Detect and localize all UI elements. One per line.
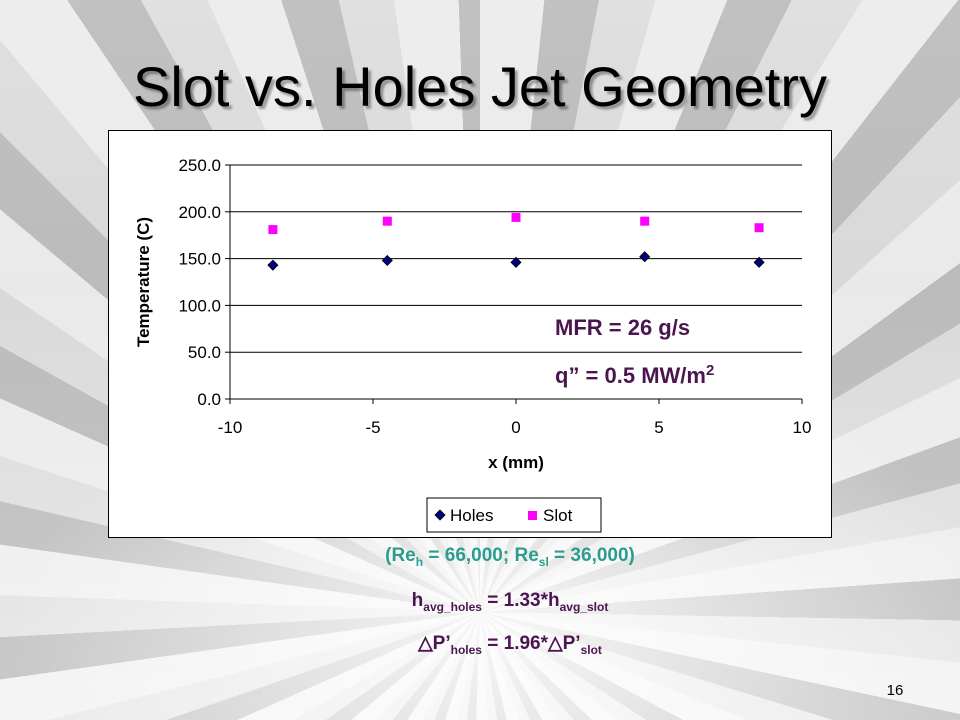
legend-box bbox=[426, 497, 602, 533]
slot-point bbox=[640, 216, 650, 226]
slot-point bbox=[511, 212, 521, 222]
htc-rhs-sub: avg_slot bbox=[559, 599, 609, 614]
y-tick-label: 200.0 bbox=[178, 203, 221, 222]
slot-point bbox=[382, 216, 392, 226]
y-tick-label: 0.0 bbox=[197, 390, 221, 409]
holes-point bbox=[510, 256, 522, 268]
chart-frame: 0.0 50.0 100.0 150.0 200.0 250.0 -10 -5 0 5 10 x (m… bbox=[108, 130, 832, 538]
slot-point bbox=[268, 225, 278, 235]
reynolds-h-sub: h bbox=[415, 554, 424, 569]
x-tick-label: 0 bbox=[511, 418, 520, 437]
htc-caption: havg_holes = 1.33*havg_slot bbox=[0, 590, 960, 614]
y-tick-label: 250.0 bbox=[178, 156, 221, 175]
y-tick-label: 50.0 bbox=[188, 343, 221, 362]
holes-point bbox=[753, 256, 765, 268]
y-axis-title: Temperature (C) bbox=[134, 217, 153, 347]
slide-title: Slot vs. Holes Jet Geometry bbox=[132, 55, 827, 118]
reynolds-close: = 36,000) bbox=[548, 545, 635, 566]
htc-lhs-sub: avg_holes bbox=[423, 599, 482, 614]
pressure-lhs: △P’ bbox=[418, 633, 451, 654]
y-tick-label: 150.0 bbox=[178, 250, 221, 269]
slot-point bbox=[754, 223, 764, 233]
heat-flux-annotation: q” = 0.5 MW/m2 bbox=[555, 362, 714, 388]
x-axis-title: x (mm) bbox=[488, 453, 544, 472]
legend-slot-marker bbox=[528, 511, 537, 520]
holes-point bbox=[639, 251, 651, 263]
y-tick-label: 100.0 bbox=[178, 296, 221, 315]
holes-point bbox=[267, 259, 279, 271]
holes-point bbox=[381, 254, 393, 267]
x-tick-label: 5 bbox=[654, 418, 663, 437]
reynolds-mid: = 66,000; Re bbox=[423, 545, 539, 566]
pressure-mid: = 1.96*△P’ bbox=[481, 633, 581, 654]
legend-slot-label: Slot bbox=[543, 506, 573, 525]
pressure-lhs-sub: holes bbox=[450, 642, 482, 657]
scatter-chart: 0.0 50.0 100.0 150.0 200.0 250.0 -10 -5 0 5 10 x (m… bbox=[134, 156, 812, 533]
htc-mid: = 1.33*h bbox=[481, 590, 560, 611]
reynolds-sl-sub: sl bbox=[538, 554, 549, 569]
x-tick-label: 10 bbox=[793, 418, 812, 437]
mfr-annotation: MFR = 26 g/s bbox=[555, 315, 690, 340]
x-tick-label: -10 bbox=[218, 418, 243, 437]
x-tick-label: -5 bbox=[365, 418, 380, 437]
pressure-caption: △P’holes = 1.96*△P’slot bbox=[0, 632, 960, 657]
pressure-rhs-sub: slot bbox=[580, 642, 602, 657]
reynolds-caption: (Reh = 66,000; Resl = 36,000) bbox=[0, 545, 960, 569]
heat-flux-exponent: 2 bbox=[706, 362, 714, 379]
slide-number: 16 bbox=[886, 682, 904, 699]
legend-holes-marker bbox=[434, 509, 446, 521]
legend-holes-label: Holes bbox=[450, 506, 493, 525]
htc-lhs: h bbox=[411, 590, 424, 611]
reynolds-open: (Re bbox=[385, 545, 416, 566]
heat-flux-text: q” = 0.5 MW/m bbox=[555, 363, 706, 388]
